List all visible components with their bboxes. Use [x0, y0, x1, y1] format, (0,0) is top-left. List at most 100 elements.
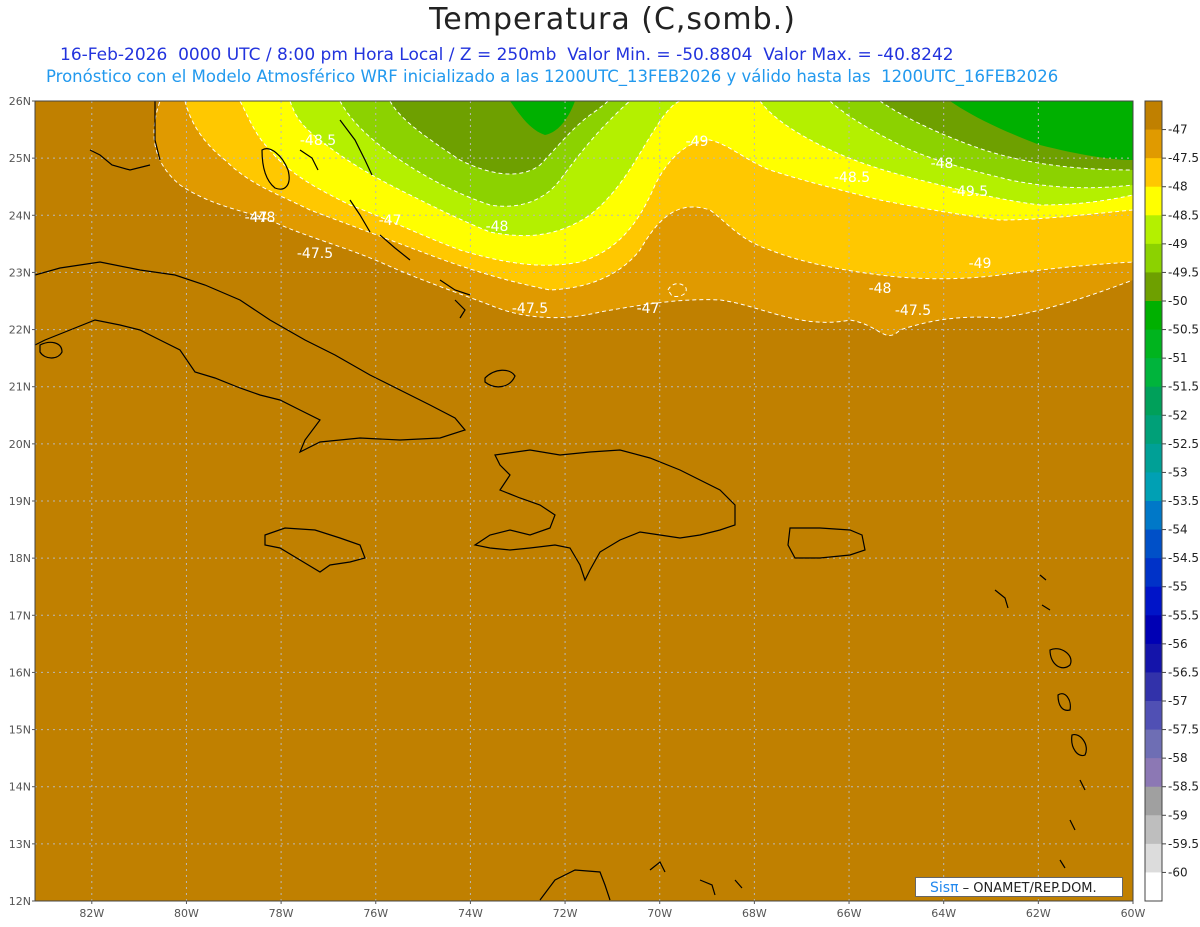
coast-cuba	[35, 261, 467, 454]
colorbar-swatch	[1145, 558, 1162, 588]
contour-label: -48	[486, 219, 509, 235]
colorbar-swatch	[1145, 101, 1162, 131]
colorbar-swatch	[1145, 358, 1162, 388]
lat-tick-label: 18N	[9, 552, 31, 565]
colorbar-label: -47.5	[1168, 151, 1199, 165]
colorbar-label: -57.5	[1168, 723, 1199, 737]
colorbar-label: -56	[1168, 637, 1188, 651]
lon-tick-label: 78W	[269, 907, 294, 920]
contour--47-5	[184, 101, 1133, 291]
colorbar-swatch	[1145, 329, 1162, 359]
colorbar-label: -56.5	[1168, 665, 1199, 679]
contour-label: -47.5	[512, 301, 548, 317]
credit-badge: Sisπ – ONAMET/REP.DOM.	[915, 877, 1123, 897]
lon-tick-label: 68W	[742, 907, 767, 920]
lon-tick-label: 76W	[363, 907, 388, 920]
colorbar-label: -50	[1168, 294, 1188, 308]
contour-label: -48	[869, 281, 892, 297]
colorbar-label: -51	[1168, 351, 1188, 365]
lon-tick-label: 66W	[837, 907, 862, 920]
colorbar-label: -54.5	[1168, 551, 1199, 565]
colorbar-swatch	[1145, 158, 1162, 188]
coast-florida-keys	[89, 101, 161, 171]
contour-label: -49.5	[952, 184, 988, 200]
colorbar-label: -60	[1168, 865, 1188, 879]
coast-jamaica	[264, 527, 366, 573]
colorbar-swatch	[1145, 843, 1162, 873]
contour-label: -49	[686, 134, 709, 150]
colorbar-swatch	[1145, 672, 1162, 702]
colorbar-label: -55.5	[1168, 608, 1199, 622]
coast-lesser-antilles	[994, 574, 1087, 869]
coastlines	[35, 101, 1087, 901]
colorbar-label: -57	[1168, 694, 1188, 708]
colorbar-swatch	[1145, 415, 1162, 445]
lat-tick-label: 13N	[9, 838, 31, 851]
sis-logo-text: Sisπ	[930, 880, 959, 896]
lon-tick-label: 60W	[1121, 907, 1146, 920]
colorbar-label: -47	[1168, 123, 1188, 137]
lat-tick-label: 15N	[9, 724, 31, 737]
colorbar-label: -49	[1168, 237, 1188, 251]
colorbar: -47 -47.5 -48 -48.5 -49 -49.5 -50 -50.5 -51 -51.5…	[1144, 100, 1199, 902]
contour-closed-small	[667, 283, 687, 297]
contour-label: -48	[931, 156, 954, 172]
colorbar-swatch	[1145, 472, 1162, 502]
contour-lines	[35, 101, 1133, 336]
colorbar-swatch	[1145, 643, 1162, 673]
coast-bahamas-islands	[299, 119, 516, 388]
lat-tick-label: 21N	[9, 381, 31, 394]
colorbar-swatch	[1145, 815, 1162, 845]
temperature-shading	[35, 101, 1133, 901]
coast-south-america	[539, 861, 743, 901]
lat-lon-grid	[35, 101, 1133, 901]
colorbar-swatch	[1145, 872, 1162, 902]
lat-tick-label: 23N	[9, 266, 31, 279]
colorbar-label: -53.5	[1168, 494, 1199, 508]
coast-hispaniola	[473, 449, 736, 582]
colorbar-label: -48.5	[1168, 208, 1199, 222]
colorbar-swatch	[1145, 615, 1162, 645]
colorbar-swatch	[1145, 758, 1162, 788]
colorbar-label: -48	[1168, 180, 1188, 194]
contour-label: -49	[969, 256, 992, 272]
lon-tick-label: 82W	[79, 907, 104, 920]
colorbar-label: -58	[1168, 751, 1188, 765]
lon-tick-label: 64W	[931, 907, 956, 920]
chart-title: Temperatura (C,somb.)	[429, 2, 796, 37]
colorbar-swatch	[1145, 729, 1162, 759]
contour--49	[339, 101, 1133, 207]
colorbar-swatch	[1145, 786, 1162, 816]
colorbar-swatch	[1145, 586, 1162, 616]
colorbar-swatch	[1145, 386, 1162, 416]
lat-tick-label: 22N	[9, 324, 31, 337]
lon-tick-label: 62W	[1026, 907, 1051, 920]
colorbar-swatch	[1145, 215, 1162, 245]
colorbar-label: -52.5	[1168, 437, 1199, 451]
lat-tick-label: 25N	[9, 152, 31, 165]
latitude-labels: 26N 25N 24N 23N 22N 21N 20N 19N 18N 17N 16N 15N 14N 1…	[9, 95, 35, 908]
lat-tick-label: 17N	[9, 609, 31, 622]
lat-tick-label: 20N	[9, 438, 31, 451]
colorbar-swatch	[1145, 501, 1162, 531]
lon-tick-label: 74W	[458, 907, 483, 920]
shade-band--49-5	[390, 101, 1133, 175]
colorbar-swatch	[1145, 529, 1162, 559]
contour-label: -47.5	[895, 303, 931, 319]
shade-band--50	[510, 101, 1133, 160]
lon-tick-label: 72W	[553, 907, 578, 920]
colorbar-swatch	[1145, 129, 1162, 159]
contour--48-5	[289, 101, 1133, 237]
lat-tick-label: 14N	[9, 781, 31, 794]
colorbar-label: -53	[1168, 465, 1188, 479]
coast-isla-juventud	[39, 341, 63, 359]
contour--49-5	[389, 101, 1133, 175]
longitude-labels: 82W 80W 78W 76W 74W 72W 70W 68W 66W 64W 62W 60W	[79, 901, 1146, 920]
colorbar-swatch	[1145, 701, 1162, 731]
colorbar-label: -58.5	[1168, 780, 1199, 794]
colorbar-swatch	[1145, 272, 1162, 302]
lat-tick-label: 16N	[9, 666, 31, 679]
colorbar-label: -59.5	[1168, 837, 1199, 851]
colorbar-swatch	[1145, 243, 1162, 273]
contour-labels: -48.5-48-47.5-47 -48-49-48-48.5-49.5-49-4…	[245, 133, 992, 319]
